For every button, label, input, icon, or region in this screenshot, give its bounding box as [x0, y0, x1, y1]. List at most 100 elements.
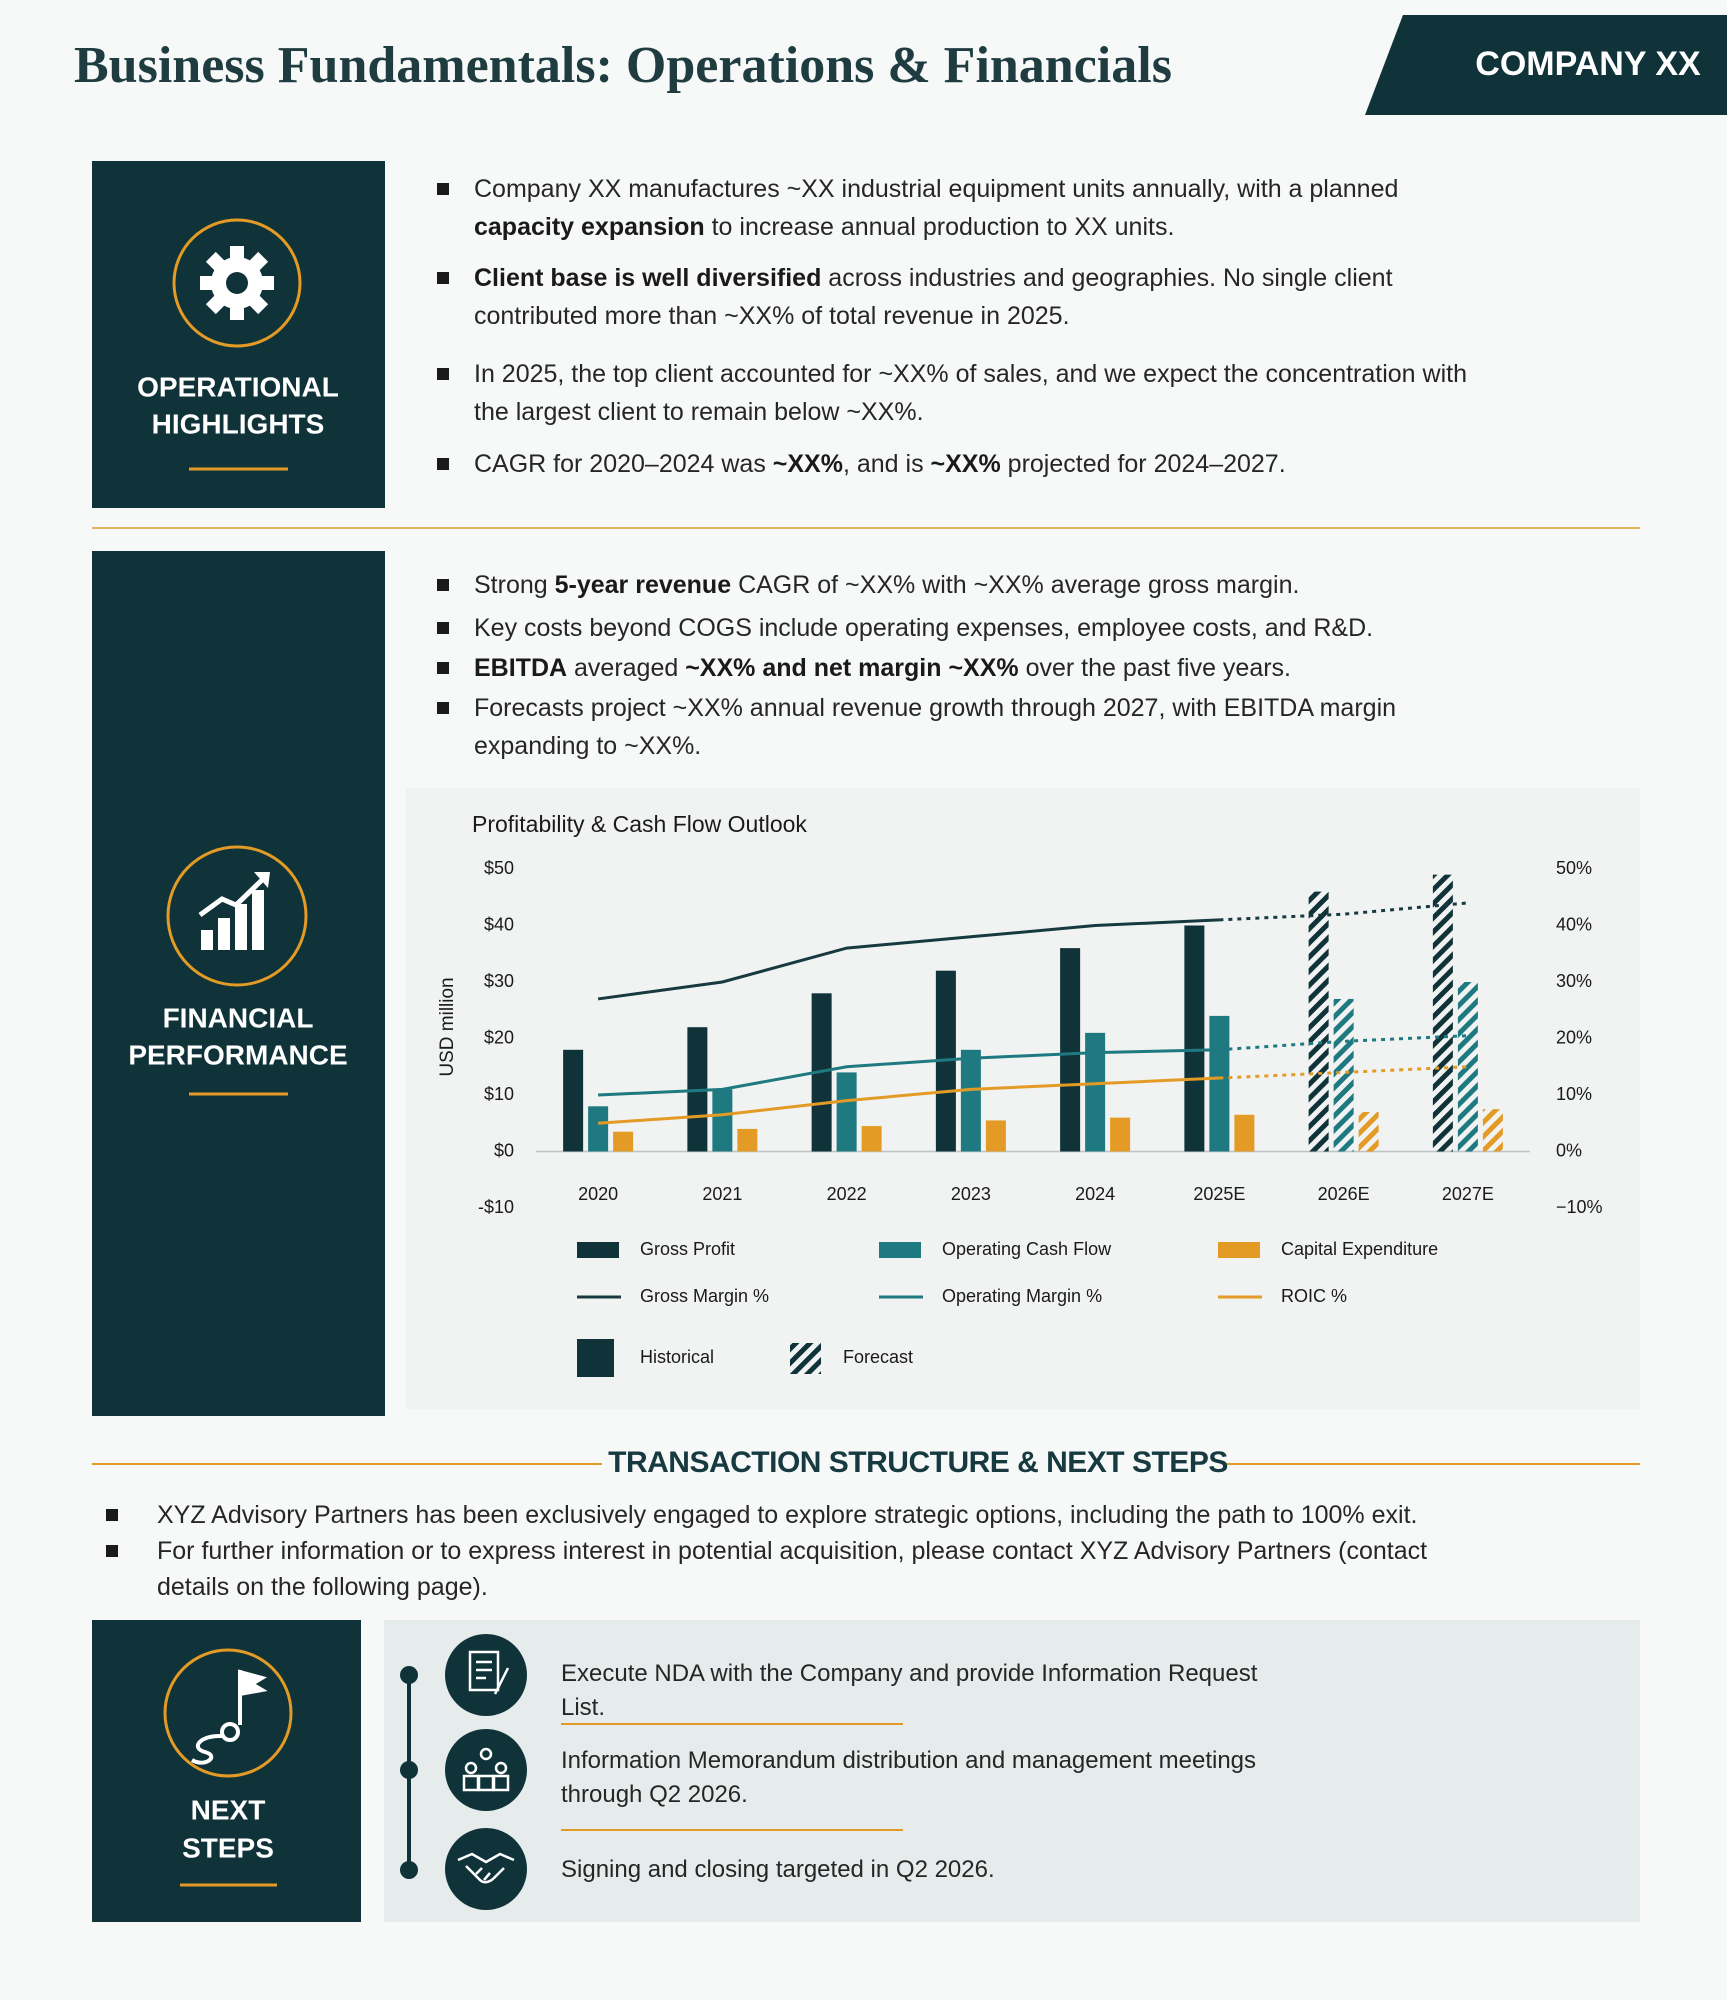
legend-swatch — [577, 1339, 614, 1377]
bullet: Client base is well diversified across i… — [474, 259, 1490, 335]
bar — [1110, 1117, 1131, 1152]
bullet-marker — [437, 183, 449, 195]
y2-tick-label: −10% — [1556, 1197, 1603, 1217]
bullet: CAGR for 2020–2024 was ~XX%, and is ~XX%… — [474, 445, 1490, 483]
timeline-dot — [400, 1666, 418, 1684]
bullet: In 2025, the top client accounted for ~X… — [474, 355, 1490, 431]
bar — [1308, 891, 1329, 1152]
y-axis-title: USD million — [437, 977, 458, 1076]
x-tick-label: 2024 — [1075, 1184, 1115, 1204]
bar — [1457, 982, 1478, 1152]
ops-panel — [92, 161, 385, 508]
document-icon — [468, 1650, 510, 1695]
y2-tick-label: 10% — [1556, 1084, 1592, 1104]
handshake-icon — [457, 1852, 515, 1884]
bar — [588, 1106, 609, 1152]
step-icon — [445, 1729, 527, 1811]
bullet-text: Forecasts project ~XX% annual revenue gr… — [474, 694, 1397, 760]
bar — [985, 1120, 1006, 1152]
legend-swatch — [577, 1242, 619, 1258]
gear-icon — [200, 246, 274, 320]
steps-icon-ring — [163, 1648, 293, 1778]
bullet-text: ~XX% — [930, 450, 1001, 478]
bar — [712, 1089, 733, 1152]
bullet-text: capacity expansion — [474, 213, 705, 241]
bullet-marker — [437, 458, 449, 470]
y2-tick-label: 40% — [1556, 914, 1592, 934]
bar — [1358, 1111, 1379, 1152]
x-tick-label: 2020 — [578, 1184, 618, 1204]
bar — [1085, 1032, 1106, 1152]
bar — [1432, 874, 1453, 1152]
steps-panel — [92, 1620, 361, 1922]
bullet-text: , and is — [842, 450, 931, 478]
line — [597, 918, 1220, 1001]
step-text: Execute NDA with the Company and provide… — [561, 1660, 1258, 1721]
y-tick-label: $50 — [484, 858, 514, 878]
line — [1219, 1034, 1468, 1052]
bullet: EBITDA averaged ~XX% and net margin ~XX%… — [474, 649, 1490, 687]
y-tick-label: $20 — [484, 1027, 514, 1047]
bullet-marker — [106, 1509, 118, 1521]
bullet-text: Client base is well diversified — [474, 264, 822, 292]
bar — [1234, 1114, 1255, 1152]
x-tick-label: 2023 — [951, 1184, 991, 1204]
bullet-marker — [437, 368, 449, 380]
legend-label: Gross Profit — [640, 1239, 735, 1259]
step-text: Signing and closing targeted in Q2 2026. — [561, 1856, 995, 1883]
legend-label: Forecast — [843, 1347, 913, 1367]
bullet-text: over the past five years. — [1018, 654, 1291, 682]
x-tick-label: 2027E — [1442, 1184, 1494, 1204]
badge: COMPANY XX — [1475, 45, 1701, 83]
bullet: Company XX manufactures ~XX industrial e… — [474, 170, 1490, 246]
bullet-text: projected for 2024–2027. — [1000, 450, 1286, 478]
timeline-dot — [400, 1861, 418, 1879]
bullet: Forecasts project ~XX% annual revenue gr… — [474, 689, 1490, 765]
bullet-marker — [437, 579, 449, 591]
ops-title: OPERATIONAL — [137, 371, 339, 402]
flag-icon — [190, 1669, 268, 1765]
step-text: Information Memorandum distribution and … — [561, 1747, 1257, 1808]
y2-tick-label: 20% — [1556, 1027, 1592, 1047]
bar — [861, 1126, 882, 1152]
bar — [613, 1131, 634, 1152]
bullet-text: EBITDA — [474, 654, 568, 682]
y2-tick-label: 50% — [1556, 858, 1592, 878]
bullet-text: CAGR for 2020–2024 was — [474, 450, 773, 478]
section-heading: TRANSACTION STRUCTURE & NEXT STEPS — [608, 1446, 1228, 1479]
bar — [563, 1049, 584, 1152]
chart: Profitability & Cash Flow Outlook USD mi… — [437, 811, 1603, 1377]
legend-label: Capital Expenditure — [1281, 1239, 1438, 1259]
bullet-marker — [437, 702, 449, 714]
bullet-marker — [437, 272, 449, 284]
bullet-text: Strong — [474, 571, 555, 599]
bullet-text: 5-year revenue — [554, 571, 732, 599]
bar — [1184, 925, 1205, 1152]
bullet-text: to increase annual production to XX unit… — [704, 213, 1175, 241]
x-tick-label: 2025E — [1193, 1184, 1245, 1204]
bullet-text: CAGR of ~XX% with ~XX% average gross mar… — [731, 571, 1300, 599]
ops-icon-ring — [172, 218, 302, 348]
step-icon — [445, 1828, 527, 1910]
bullet-text: across industries and geographies. No si… — [474, 264, 1393, 330]
growth-icon — [198, 872, 270, 950]
legend-label: Operating Cash Flow — [942, 1239, 1112, 1259]
chart-bg — [406, 788, 1640, 1409]
bullet-text: ~XX% — [772, 450, 843, 478]
legend-label: ROIC % — [1281, 1286, 1347, 1306]
bullet: Strong 5-year revenue CAGR of ~XX% with … — [474, 566, 1490, 604]
bar — [960, 1049, 981, 1152]
timeline-dot — [400, 1761, 418, 1779]
line — [598, 1048, 1220, 1097]
legend-label: Gross Margin % — [640, 1286, 769, 1306]
y-tick-label: $40 — [484, 914, 514, 934]
bullet-marker — [106, 1545, 118, 1557]
y-tick-label: -$10 — [478, 1197, 514, 1217]
y2-tick-label: 0% — [1556, 1140, 1582, 1160]
bar — [1060, 948, 1081, 1152]
steps-title: STEPS — [182, 1832, 274, 1863]
bullet-text: In 2025, the top client accounted for ~X… — [474, 360, 1467, 426]
x-tick-label: 2026E — [1318, 1184, 1370, 1204]
x-tick-label: 2022 — [827, 1184, 867, 1204]
